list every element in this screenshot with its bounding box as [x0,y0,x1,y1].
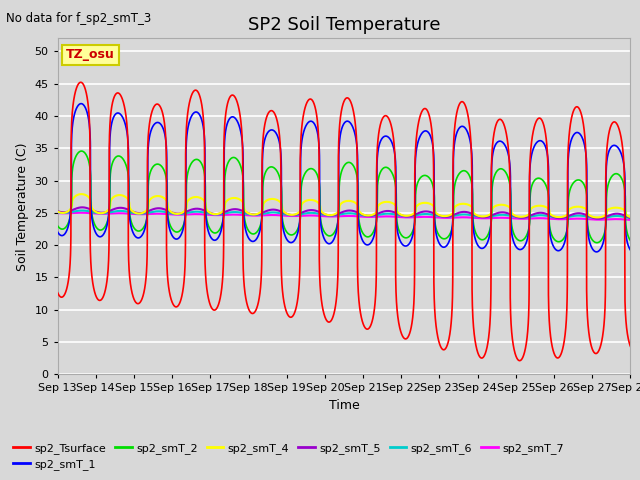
sp2_Tsurface [248,311,256,316]
sp2_smT_7 [248,213,256,218]
sp2_smT_5 [595,216,602,221]
sp2_smT_2 [54,223,61,228]
sp2_smT_1 [627,247,634,253]
sp2_smT_2 [325,233,333,239]
sp2_smT_5 [325,213,333,218]
Text: No data for f_sp2_smT_3: No data for f_sp2_smT_3 [6,12,152,25]
sp2_smT_4 [54,209,61,215]
sp2_smT_4 [248,212,256,217]
Line: sp2_smT_1: sp2_smT_1 [58,104,630,252]
sp2_smT_1 [603,162,611,168]
sp2_Tsurface [603,153,611,158]
sp2_smT_6 [78,208,86,214]
sp2_Tsurface [472,345,480,350]
Legend: sp2_Tsurface, sp2_smT_1, sp2_smT_2, sp2_smT_4, sp2_smT_5, sp2_smT_6, sp2_smT_7: sp2_Tsurface, sp2_smT_1, sp2_smT_2, sp2_… [9,438,568,474]
sp2_Tsurface [77,79,84,85]
sp2_smT_7 [627,217,634,223]
sp2_smT_6 [472,214,480,219]
sp2_Tsurface [489,143,497,149]
sp2_smT_5 [248,212,256,217]
sp2_smT_7 [77,210,85,216]
sp2_smT_6 [627,215,634,221]
sp2_smT_5 [54,208,61,214]
sp2_smT_7 [325,214,333,219]
sp2_smT_7 [54,210,61,216]
sp2_smT_6 [54,209,61,215]
sp2_smT_4 [489,206,497,212]
sp2_smT_5 [79,204,86,210]
sp2_smT_2 [603,195,611,201]
sp2_smT_4 [596,215,604,220]
sp2_smT_2 [593,240,601,246]
sp2_smT_6 [595,216,602,221]
sp2_smT_5 [627,215,634,221]
sp2_smT_1 [325,241,333,247]
sp2_smT_2 [77,148,85,154]
sp2_Tsurface [325,319,333,325]
sp2_smT_1 [472,240,480,245]
Line: sp2_smT_7: sp2_smT_7 [58,213,630,220]
sp2_Tsurface [54,290,61,296]
sp2_smT_7 [472,215,480,221]
sp2_smT_6 [603,215,611,220]
Line: sp2_smT_4: sp2_smT_4 [58,194,630,217]
Y-axis label: Soil Temperature (C): Soil Temperature (C) [16,142,29,271]
sp2_smT_4 [627,214,634,220]
sp2_smT_1 [593,249,600,255]
sp2_smT_4 [472,212,480,218]
Line: sp2_smT_6: sp2_smT_6 [58,211,630,218]
Text: TZ_osu: TZ_osu [66,48,115,61]
sp2_smT_7 [602,216,610,222]
sp2_smT_2 [627,238,634,243]
sp2_smT_6 [248,212,256,217]
sp2_smT_2 [489,181,497,187]
sp2_Tsurface [596,347,604,352]
sp2_smT_5 [603,214,611,219]
sp2_smT_4 [603,211,611,217]
sp2_smT_4 [593,215,601,220]
sp2_smT_2 [248,231,256,237]
Line: sp2_smT_2: sp2_smT_2 [58,151,630,243]
Line: sp2_smT_5: sp2_smT_5 [58,207,630,218]
sp2_smT_7 [489,215,497,221]
sp2_smT_6 [325,213,333,218]
sp2_smT_5 [472,213,480,218]
sp2_smT_4 [325,212,333,218]
Line: sp2_Tsurface: sp2_Tsurface [58,82,630,360]
sp2_smT_2 [596,239,604,245]
sp2_Tsurface [516,358,524,363]
sp2_smT_1 [489,153,497,158]
sp2_smT_6 [596,216,604,221]
sp2_smT_1 [248,239,256,244]
sp2_smT_5 [489,212,497,218]
sp2_smT_1 [54,229,61,235]
sp2_Tsurface [627,343,634,349]
Title: SP2 Soil Temperature: SP2 Soil Temperature [248,16,440,34]
sp2_smT_6 [489,213,497,219]
sp2_smT_5 [596,216,604,221]
sp2_smT_1 [77,101,85,107]
sp2_smT_2 [472,231,480,237]
sp2_smT_4 [77,191,85,197]
X-axis label: Time: Time [328,399,360,412]
sp2_smT_7 [595,217,603,223]
sp2_smT_1 [596,248,604,253]
